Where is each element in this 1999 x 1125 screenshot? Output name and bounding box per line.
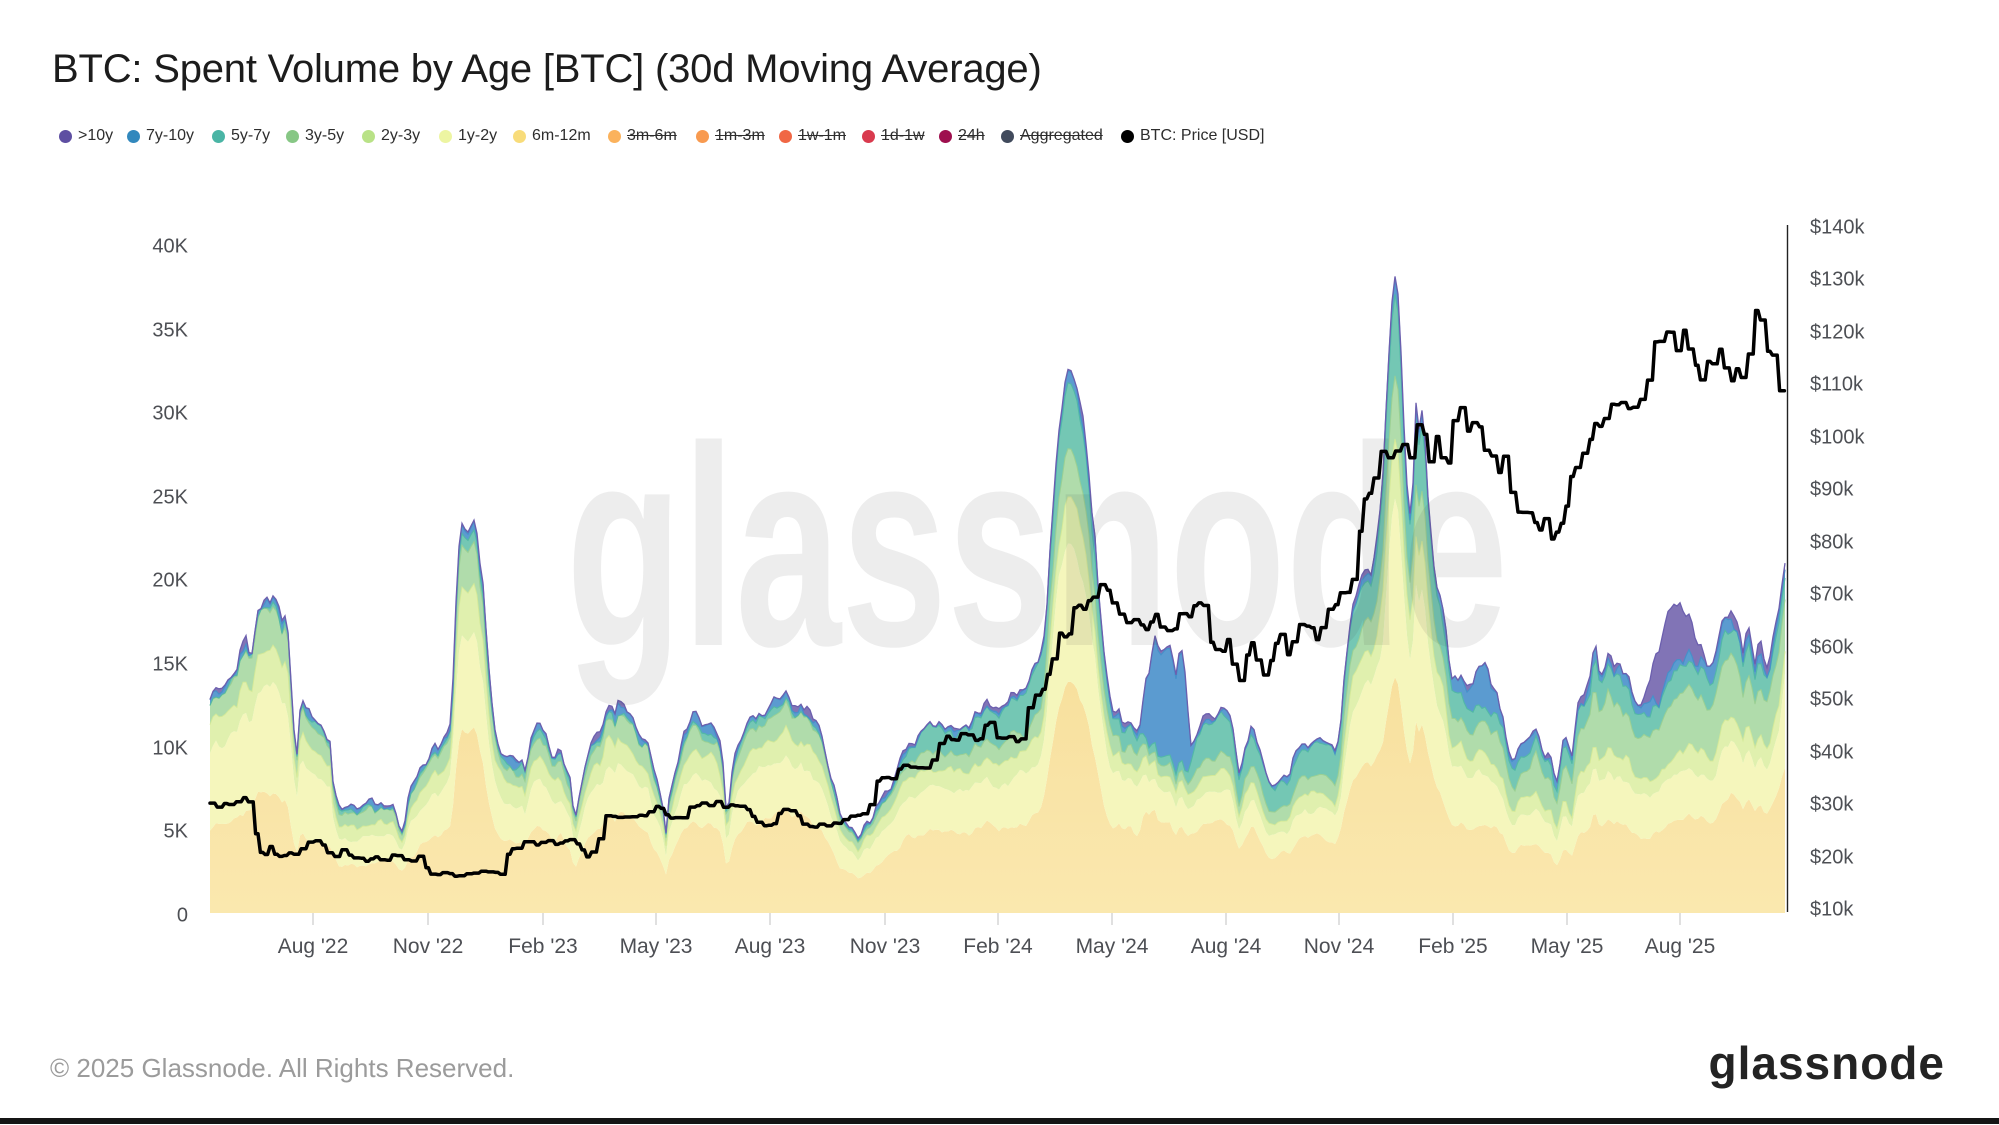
svg-text:40K: 40K	[152, 235, 188, 257]
svg-text:$100k: $100k	[1810, 426, 1865, 448]
svg-text:$50k: $50k	[1810, 688, 1854, 710]
svg-text:5K: 5K	[164, 820, 189, 842]
svg-text:35K: 35K	[152, 319, 188, 341]
svg-text:$120k: $120k	[1810, 321, 1865, 343]
svg-text:$60k: $60k	[1810, 636, 1854, 658]
svg-text:Aug '22: Aug '22	[278, 935, 349, 958]
svg-text:15K: 15K	[152, 653, 188, 675]
svg-text:20K: 20K	[152, 569, 188, 591]
svg-text:25K: 25K	[152, 486, 188, 508]
svg-text:Nov '24: Nov '24	[1304, 935, 1375, 958]
svg-text:Feb '24: Feb '24	[963, 935, 1033, 958]
svg-text:Aug '23: Aug '23	[735, 935, 806, 958]
svg-text:10K: 10K	[152, 737, 188, 759]
svg-text:0: 0	[177, 904, 188, 926]
svg-text:30K: 30K	[152, 402, 188, 424]
svg-text:$90k: $90k	[1810, 478, 1854, 500]
svg-text:$80k: $80k	[1810, 531, 1854, 553]
svg-text:glassnode: glassnode	[566, 388, 1508, 707]
svg-text:Aug '24: Aug '24	[1191, 935, 1262, 958]
svg-text:May '24: May '24	[1076, 935, 1149, 958]
svg-text:Aug '25: Aug '25	[1645, 935, 1716, 958]
svg-text:May '25: May '25	[1531, 935, 1604, 958]
svg-text:Nov '22: Nov '22	[393, 935, 464, 958]
svg-text:$10k: $10k	[1810, 898, 1854, 920]
svg-text:May '23: May '23	[620, 935, 693, 958]
svg-text:$40k: $40k	[1810, 741, 1854, 763]
svg-text:$30k: $30k	[1810, 793, 1854, 815]
svg-text:$110k: $110k	[1810, 373, 1864, 395]
svg-text:$70k: $70k	[1810, 583, 1854, 605]
svg-text:Feb '25: Feb '25	[1418, 935, 1487, 958]
svg-text:$20k: $20k	[1810, 846, 1854, 868]
svg-text:Nov '23: Nov '23	[850, 935, 921, 958]
svg-text:Feb '23: Feb '23	[508, 935, 577, 958]
svg-text:$130k: $130k	[1810, 268, 1865, 290]
svg-text:$140k: $140k	[1810, 216, 1865, 238]
